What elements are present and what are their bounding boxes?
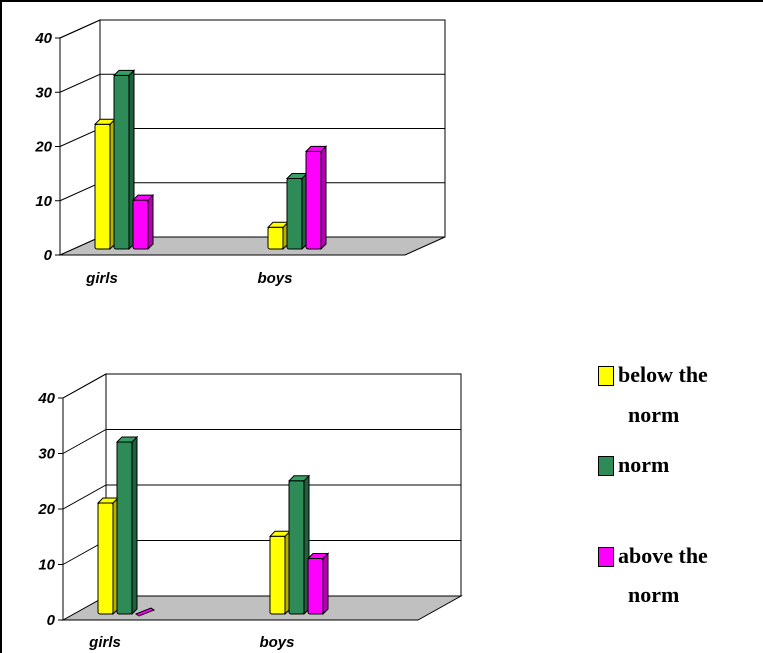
y-tick-label: 30 [35,84,52,101]
bar-below-boys [268,530,292,616]
bar-front [94,123,111,250]
bar-above-boys [306,552,330,616]
bar-front [307,558,324,615]
legend-swatch-above [598,547,614,567]
gridline [62,373,461,399]
bar-side [131,435,138,616]
category-label-boys: boys [257,270,292,287]
y-tick-label: 0 [44,247,53,264]
legend-label-above-2: norm [628,582,680,607]
y-tick-label: 20 [34,139,52,156]
bar-front [113,74,130,250]
legend-label-above-1: above the [618,543,708,568]
category-label-girls: girls [85,270,118,287]
bar-norm-boys [285,172,309,251]
bar-top [304,145,328,152]
bar-below-boys [266,221,290,251]
bar-side [147,193,154,251]
legend-swatch-below [598,366,614,386]
bar-front [269,535,286,615]
legend-label-below-2: norm [628,402,680,427]
legend-label-norm: norm [618,452,670,477]
y-tick-label: 40 [37,390,55,407]
bar-above-girls [134,607,156,617]
y-tick-label: 0 [47,612,56,629]
bar-top [287,475,311,482]
gridline [62,484,461,510]
bar-front [132,199,149,250]
bar-body [134,607,156,617]
bar-above-boys [304,145,328,251]
chart-2: 0 10 20 30 40 girls boys [37,373,463,651]
bar-front [267,226,284,250]
bar-front [305,150,322,250]
bar-front [286,177,303,250]
y-tick-label: 20 [37,501,55,518]
bar-top [112,69,136,76]
bar-above-girls [131,193,155,251]
legend-swatch-norm [598,456,614,476]
gridline [59,73,445,93]
legend-label-below-1: below the [618,362,708,387]
bar-front [97,502,114,615]
bar-below-girls [96,496,120,616]
bar-norm-boys [287,474,311,616]
y-tick-label: 30 [38,446,55,463]
bar-below-girls [93,118,117,251]
chart-1: 0 10 20 30 40 girls boys [34,19,446,287]
bar-front [116,441,133,615]
gridline [59,19,445,39]
category-label-boys: boys [259,634,294,651]
y-tick-label: 10 [35,193,52,210]
bar-top [306,553,330,559]
bar-front [288,480,305,615]
bar-norm-girls [112,69,136,251]
bar-top [115,436,139,443]
gridline [62,429,461,454]
category-label-girls: girls [88,634,121,651]
bar-side [322,552,329,616]
bar-top [131,194,155,201]
bar-norm-girls [115,435,139,616]
bar-side [320,145,327,251]
y-tick-label: 10 [38,557,55,574]
y-tick-label: 40 [34,30,52,47]
